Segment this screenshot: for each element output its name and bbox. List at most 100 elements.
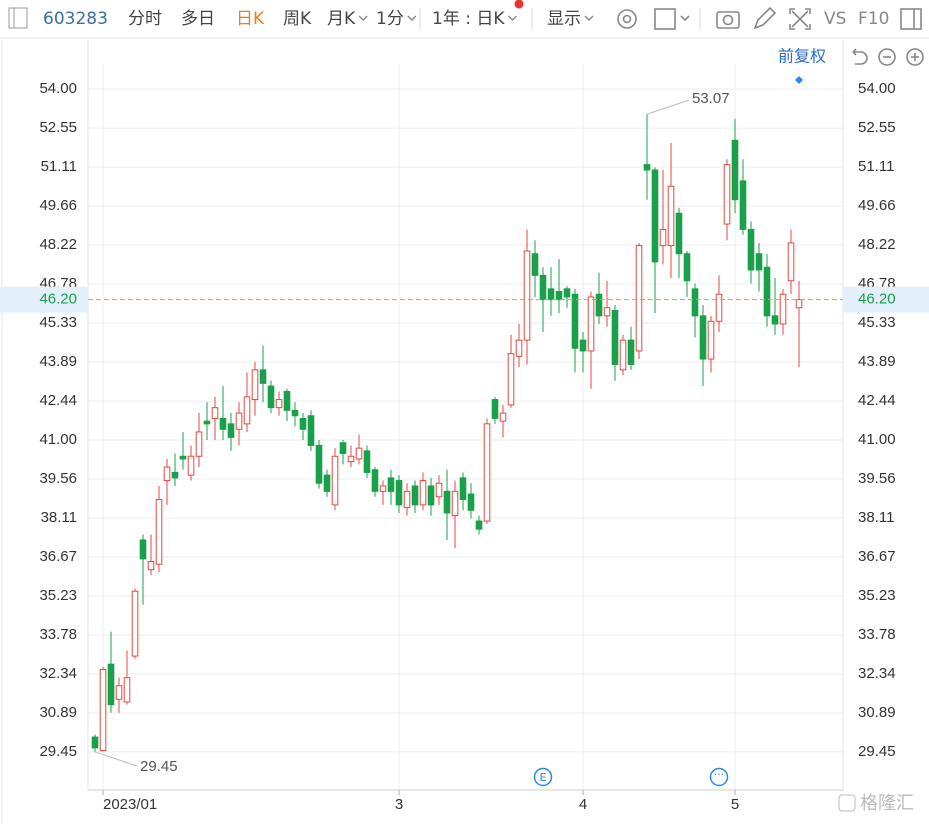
y2-tick-label: 49.66: [858, 197, 896, 214]
candle-body: [691, 288, 699, 317]
y2-tick-label: 39.56: [858, 470, 896, 487]
y2-tick-label: 32.34: [858, 665, 896, 682]
chart: 54.00 54.00 52.55 52.55 51.11 51.11 49.66 49.66…: [0, 40, 929, 813]
candle-body: [731, 139, 739, 201]
candle-body: [355, 447, 363, 460]
y-tick-label: 52.55: [39, 119, 77, 136]
candle-body: [267, 385, 275, 409]
watermark: 格隆汇: [860, 793, 914, 814]
candle-body: [531, 253, 539, 276]
stock-code[interactable]: 603283: [43, 9, 108, 29]
event-icons[interactable]: E ···: [533, 767, 729, 787]
candle-body: [467, 493, 475, 511]
candle-body: [307, 415, 315, 446]
candle-body: [619, 339, 627, 371]
candle-body: [579, 339, 587, 352]
candle-body: [723, 164, 731, 225]
candle-body: [171, 471, 179, 479]
candle-body: [555, 291, 563, 301]
candle-body: [675, 212, 683, 255]
candle-body: [435, 482, 443, 498]
candle-body: [515, 339, 523, 357]
candle-body: [195, 431, 203, 457]
candle-body: [91, 736, 99, 749]
toolbar-tab[interactable]: 1分: [376, 9, 404, 29]
candle-body: [203, 420, 211, 425]
candle-body: [659, 228, 667, 247]
candle-body: [683, 253, 691, 282]
y-tick-label: 29.45: [39, 743, 77, 760]
candle-body: [667, 185, 675, 247]
candle-body: [419, 480, 427, 506]
x-tick-label: 2023/01: [103, 796, 157, 813]
candle-body: [395, 480, 403, 506]
y2-tick-label: 41.00: [858, 431, 896, 448]
candle-body: [211, 407, 219, 419]
candle-body: [523, 250, 531, 341]
candle-body: [459, 477, 467, 500]
candle-body: [179, 455, 187, 460]
watermark-logo: [838, 794, 856, 812]
candle-body: [547, 288, 555, 301]
candle-body: [155, 498, 163, 565]
candle-body: [299, 417, 307, 430]
dropdown-chevron: [508, 15, 517, 21]
candle-body: [251, 369, 259, 401]
candle-body: [763, 266, 771, 317]
y-tick-label: 35.23: [39, 587, 77, 604]
min-leader: [94, 751, 138, 767]
candle-body: [427, 485, 435, 506]
price-box-right: [843, 286, 929, 313]
toolbar-tab[interactable]: 多日: [181, 9, 215, 29]
sidebar-toggle[interactable]: [8, 7, 28, 29]
candle-body: [283, 390, 291, 411]
y-tick-label: 32.34: [39, 665, 77, 682]
candle-body: [187, 455, 195, 476]
y2-tick-label: 35.23: [858, 587, 896, 604]
candle-body: [411, 485, 419, 506]
dropdown-chevron: [358, 15, 368, 21]
y-tick-label: 36.67: [39, 548, 77, 565]
toolbar-tab[interactable]: 分时: [128, 9, 162, 29]
toolbar-tab[interactable]: 周K: [283, 9, 312, 29]
y2-tick-label: 51.11: [858, 158, 894, 175]
y2-tick-label: 48.22: [858, 236, 896, 253]
zoom-icons[interactable]: [852, 48, 924, 66]
candle-body: [339, 442, 347, 455]
adjust-button[interactable]: 前复权: [778, 47, 826, 66]
candle-body: [795, 299, 803, 309]
y-tick-label: 43.89: [39, 353, 77, 370]
toolbar-tab[interactable]: 日K: [236, 9, 265, 29]
price-label-right: 46.20: [858, 291, 896, 308]
candle-body: [123, 677, 131, 703]
candle-body: [147, 561, 155, 571]
candle-body: [755, 253, 763, 271]
svg-text:E: E: [540, 771, 547, 784]
toolbar-tab[interactable]: 1年 : 日K: [432, 9, 505, 29]
candle-body: [571, 293, 579, 349]
y2-tick-label: 45.33: [858, 314, 896, 331]
candle-body: [475, 520, 483, 530]
y2-tick-label: 38.11: [858, 509, 894, 526]
candle-body: [347, 455, 355, 463]
candle-body: [99, 669, 107, 752]
f10-button[interactable]: F10: [858, 9, 889, 29]
x-tick-label: 4: [579, 796, 587, 813]
candle-body: [651, 169, 659, 263]
candle-body: [483, 423, 491, 522]
notice-dot: [514, 0, 524, 9]
toolbar-tab[interactable]: 显示: [547, 9, 581, 29]
toolbar-tab[interactable]: 月K: [327, 9, 356, 29]
y-tick-label: 42.44: [39, 392, 77, 409]
y2-tick-label: 54.00: [858, 80, 896, 97]
max-leader: [646, 99, 690, 115]
y-tick-label: 41.00: [39, 431, 77, 448]
candle-body: [107, 663, 115, 706]
candle-body: [635, 245, 643, 352]
event-marker[interactable]: [795, 76, 803, 84]
vs-button[interactable]: VS: [824, 9, 846, 29]
max-label: 53.07: [692, 90, 730, 107]
price-box-left: [0, 286, 88, 313]
y-tick-label: 49.66: [39, 197, 77, 214]
